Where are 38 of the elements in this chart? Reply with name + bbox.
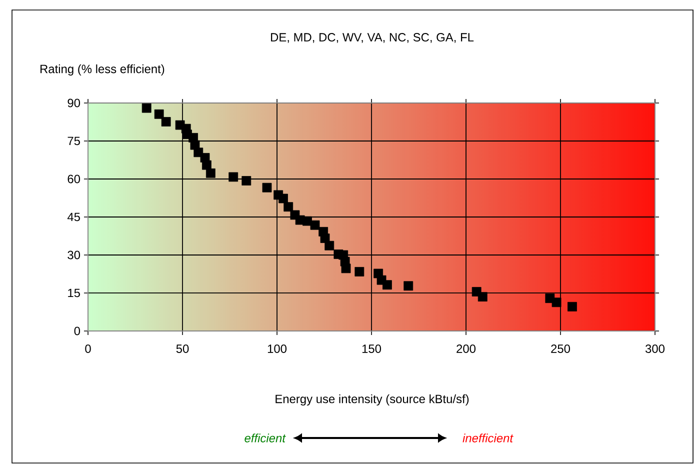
y-tick-label: 60 xyxy=(68,174,80,184)
point xyxy=(324,240,334,250)
text: inefficient xyxy=(462,434,514,442)
point xyxy=(354,267,364,276)
point xyxy=(161,117,171,126)
point xyxy=(568,302,577,312)
y-tick-label: 45 xyxy=(67,212,80,222)
x-tick-label: 300 xyxy=(645,344,665,353)
point xyxy=(242,176,252,186)
point xyxy=(142,103,152,113)
x-tick-label: 50 xyxy=(176,344,189,353)
x-axis-title: Energy use intensity (source kBtu/sf) xyxy=(276,394,469,406)
y-tick-label: 30 xyxy=(68,250,80,260)
point xyxy=(154,109,164,119)
point xyxy=(284,202,294,212)
y-axis-title: Rating (% less efficient) xyxy=(40,64,164,76)
point xyxy=(310,220,320,230)
x-tick-label: 100 xyxy=(268,344,287,353)
point xyxy=(278,194,288,204)
point xyxy=(552,298,562,308)
text: efficient xyxy=(244,434,286,442)
x-tick-label: 250 xyxy=(551,344,570,353)
y-tick-label: 15 xyxy=(68,288,80,298)
point xyxy=(404,281,414,291)
x-tick-label: 0 xyxy=(85,344,91,353)
y-tick-label: 90 xyxy=(68,98,80,108)
y-tick-label: 0 xyxy=(74,326,80,336)
y-tick-label: 75 xyxy=(68,136,80,146)
point xyxy=(202,160,212,170)
x-tick-label: 200 xyxy=(456,344,476,353)
point xyxy=(206,168,216,178)
x-tick-label: 150 xyxy=(362,344,382,353)
point xyxy=(262,182,272,192)
point xyxy=(382,280,392,290)
point xyxy=(478,292,488,302)
point xyxy=(341,264,351,274)
chart-title: DE, MD, DC, WV, VA, NC, SC, GA, FL xyxy=(271,33,474,43)
point xyxy=(228,172,238,182)
